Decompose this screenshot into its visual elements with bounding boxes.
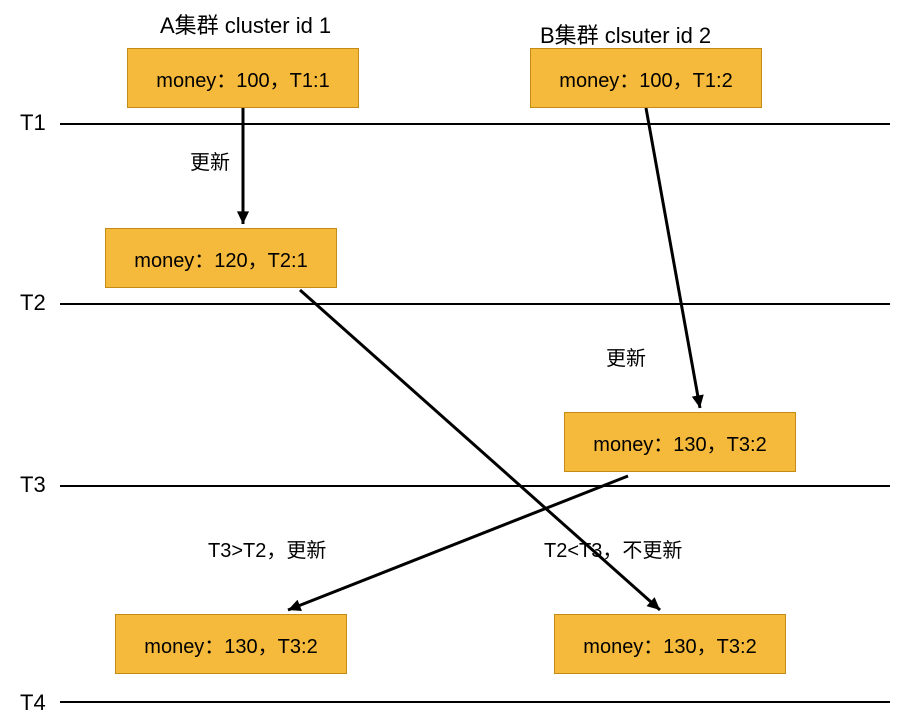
time-label-t2: T2: [20, 290, 46, 316]
header-cluster-b: B集群 clsuter id 2: [540, 18, 711, 50]
time-label-t1: T1: [20, 110, 46, 136]
edge-label-3: T3>T2，更新: [208, 534, 326, 563]
edge-label-0: 更新: [190, 146, 230, 175]
node-b-t4: money：130，T3:2: [554, 614, 786, 674]
node-a-t4: money：130，T3:2: [115, 614, 347, 674]
node-b-t1: money：100，T1:2: [530, 48, 762, 108]
node-a-t2: money：120，T2:1: [105, 228, 337, 288]
edge-label-2: T2<T3，不更新: [544, 534, 682, 563]
time-label-t4: T4: [20, 690, 46, 716]
time-label-t3: T3: [20, 472, 46, 498]
header-cluster-a: A集群 cluster id 1: [160, 8, 331, 40]
node-a-t1: money：100，T1:1: [127, 48, 359, 108]
edge-label-1: 更新: [606, 342, 646, 371]
node-b-t3: money：130，T3:2: [564, 412, 796, 472]
